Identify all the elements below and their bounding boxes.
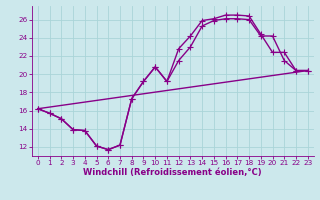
X-axis label: Windchill (Refroidissement éolien,°C): Windchill (Refroidissement éolien,°C) — [84, 168, 262, 177]
